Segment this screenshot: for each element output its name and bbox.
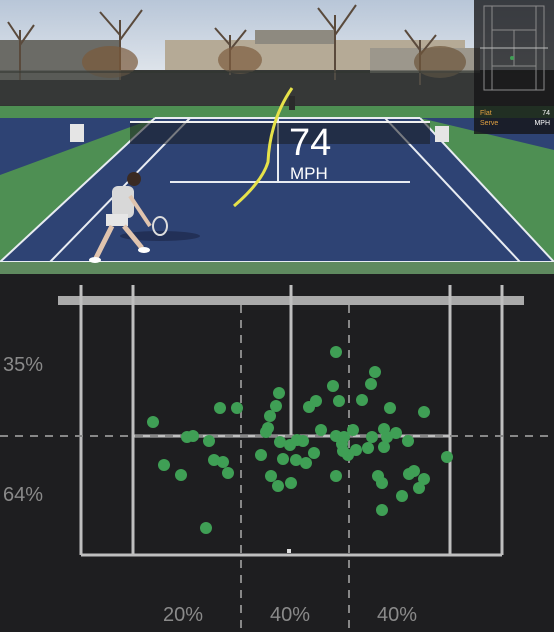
serve-point [378, 441, 390, 453]
serve-point [418, 473, 430, 485]
zone-pct-bottom-right: 40% [377, 604, 418, 626]
serve-point [315, 424, 327, 436]
serve-point [158, 459, 170, 471]
serve-point [396, 490, 408, 502]
serve-point [365, 378, 377, 390]
serve-point [203, 435, 215, 447]
serve-speed-value: 74 [289, 122, 332, 164]
serve-point [356, 394, 368, 406]
serve-point [330, 346, 342, 358]
serve-point [350, 444, 362, 456]
zone-pct-bottom-left: 20% [163, 604, 204, 626]
serve-point [310, 395, 322, 407]
serve-point [214, 402, 226, 414]
serve-point [147, 416, 159, 428]
serve-point [272, 480, 284, 492]
zone-pct-left-top: 35% [3, 354, 44, 376]
serve-point [300, 457, 312, 469]
serve-point [413, 482, 425, 494]
minimap-row-label: Flat [480, 110, 492, 117]
serve-point [333, 395, 345, 407]
serve-point [255, 449, 267, 461]
serve-point [327, 380, 339, 392]
center-mark [287, 549, 291, 553]
serve-point [403, 468, 415, 480]
serve-point [175, 469, 187, 481]
serve-point [291, 434, 303, 446]
serve-point [208, 454, 220, 466]
video-frame[interactable]: 74 MPH Flat 74 Serve [0, 0, 554, 274]
serve-point [337, 445, 349, 457]
serve-point [390, 427, 402, 439]
serve-point [402, 435, 414, 447]
serve-placement-svg [0, 285, 554, 632]
serve-point [290, 454, 302, 466]
serve-point [231, 402, 243, 414]
serve-point [217, 456, 229, 468]
serve-point [262, 422, 274, 434]
serve-point [366, 431, 378, 443]
zone-pct-bottom-center: 40% [270, 604, 311, 626]
serve-point [338, 431, 350, 443]
serve-point [330, 470, 342, 482]
serve-point [273, 387, 285, 399]
serve-point [441, 451, 453, 463]
minimap-panel: Flat 74 Serve MPH [474, 0, 554, 134]
minimap-row-value: 74 [542, 110, 550, 117]
serve-point [384, 402, 396, 414]
serve-point [376, 504, 388, 516]
minimap-court [480, 5, 548, 91]
serve-point [274, 436, 286, 448]
serve-point [418, 406, 430, 418]
serve-point [362, 442, 374, 454]
serve-placement-chart: 35% 64% 20% 40% 40% [0, 274, 554, 632]
serve-speed-unit: MPH [290, 164, 328, 183]
serve-point [381, 431, 393, 443]
tennis-court-scene [0, 0, 554, 274]
serve-point [369, 366, 381, 378]
serve-point [308, 447, 320, 459]
minimap-row-value: MPH [534, 120, 550, 127]
serve-point [200, 522, 212, 534]
minimap-row-2: Serve MPH [480, 120, 550, 127]
serve-point [222, 467, 234, 479]
serve-point [264, 410, 276, 422]
serve-point [277, 453, 289, 465]
minimap-row-1: Flat 74 [480, 110, 550, 117]
minimap-row-label: Serve [480, 120, 499, 127]
zone-pct-left-bottom: 64% [3, 484, 44, 506]
serve-point [285, 477, 297, 489]
serve-point [347, 424, 359, 436]
serve-point [376, 477, 388, 489]
serve-point [270, 400, 282, 412]
serve-point [265, 470, 277, 482]
serve-point [187, 430, 199, 442]
